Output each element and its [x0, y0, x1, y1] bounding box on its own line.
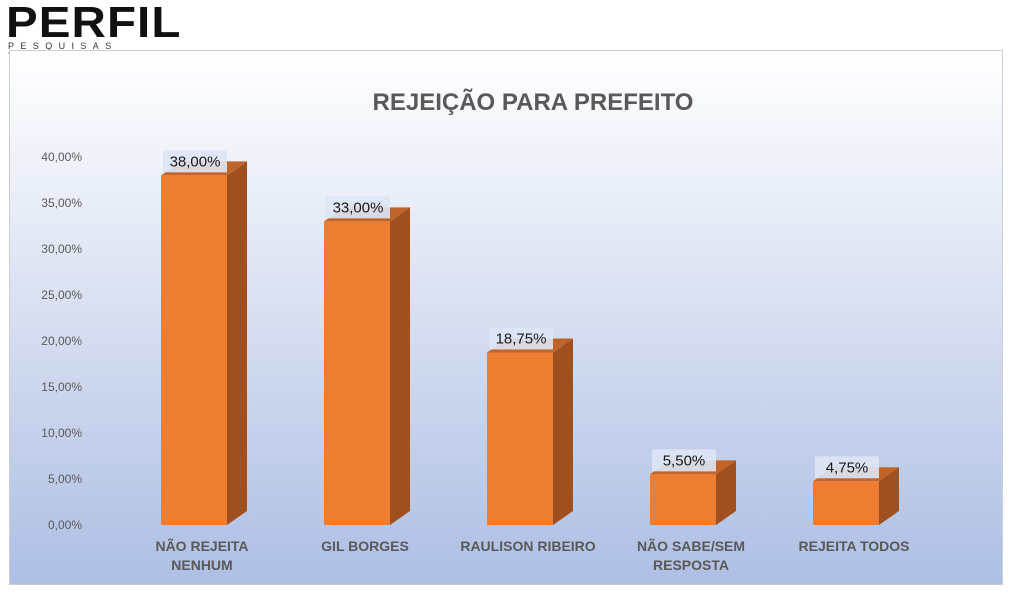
bar: 38,00% — [161, 150, 247, 525]
y-tick-label: 35,00% — [41, 196, 82, 210]
logo-wordmark: PERFIL — [6, 0, 182, 47]
data-label-box — [652, 449, 716, 472]
y-tick-label: 5,00% — [48, 472, 82, 486]
bar-side — [227, 161, 247, 525]
data-label-box — [326, 196, 390, 219]
bar-front — [161, 175, 227, 525]
y-tick-label: 0,00% — [48, 518, 82, 532]
perfil-logo: PERFIL PESQUISAS TÉCNICAS — [6, 0, 211, 62]
bar-side — [716, 460, 736, 525]
bars: 38,00% 33,00% 18,75% 5,50% 4,75% — [161, 150, 899, 525]
data-label: 33,00% — [333, 199, 384, 216]
data-label: 18,75% — [496, 331, 547, 348]
chart-title: REJEIÇÃO PARA PREFEITO — [373, 88, 694, 116]
data-label: 38,00% — [170, 153, 221, 170]
x-category-label: GIL BORGES — [321, 538, 409, 554]
x-category-label: NÃO REJEITA NENHUM — [155, 537, 248, 573]
y-tick-label: 10,00% — [41, 426, 82, 440]
x-category-label: REJEITA TODOS — [799, 538, 910, 554]
y-tick-label: 20,00% — [41, 334, 82, 348]
y-tick-label: 15,00% — [41, 380, 82, 394]
bar-side — [553, 338, 573, 525]
data-label: 5,50% — [663, 452, 706, 469]
x-category-label: NÃO SABE/SEM RESPOSTA — [637, 537, 745, 573]
x-category-label: RAULISON RIBEIRO — [460, 538, 595, 554]
x-axis: NÃO REJEITA NENHUM GIL BORGES RAULISON RIBE… — [155, 537, 909, 573]
data-label: 4,75% — [826, 459, 869, 476]
chart-area: REJEIÇÃO PARA PREFEITO 0,00% 5,00% 10,00% 1… — [9, 50, 1003, 585]
bar: 4,75% — [813, 456, 899, 525]
bar: 33,00% — [324, 196, 410, 525]
bar-chart: REJEIÇÃO PARA PREFEITO 0,00% 5,00% 10,00% 1… — [10, 51, 1002, 584]
y-tick-label: 25,00% — [41, 288, 82, 302]
bar-side — [390, 207, 410, 525]
bar-front — [324, 221, 390, 525]
data-label-box — [163, 150, 227, 173]
data-label-box — [815, 456, 879, 479]
data-label-box — [489, 327, 553, 350]
y-axis: 0,00% 5,00% 10,00% 15,00% 20,00% 25,00% 30,00%… — [41, 150, 82, 532]
bar: 18,75% — [487, 327, 573, 525]
y-tick-label: 40,00% — [41, 150, 82, 164]
bar-front — [487, 352, 553, 525]
bar-front — [650, 474, 716, 525]
bar-side — [879, 467, 899, 525]
y-tick-label: 30,00% — [41, 242, 82, 256]
bar: 5,50% — [650, 449, 736, 525]
bar-front — [813, 481, 879, 525]
